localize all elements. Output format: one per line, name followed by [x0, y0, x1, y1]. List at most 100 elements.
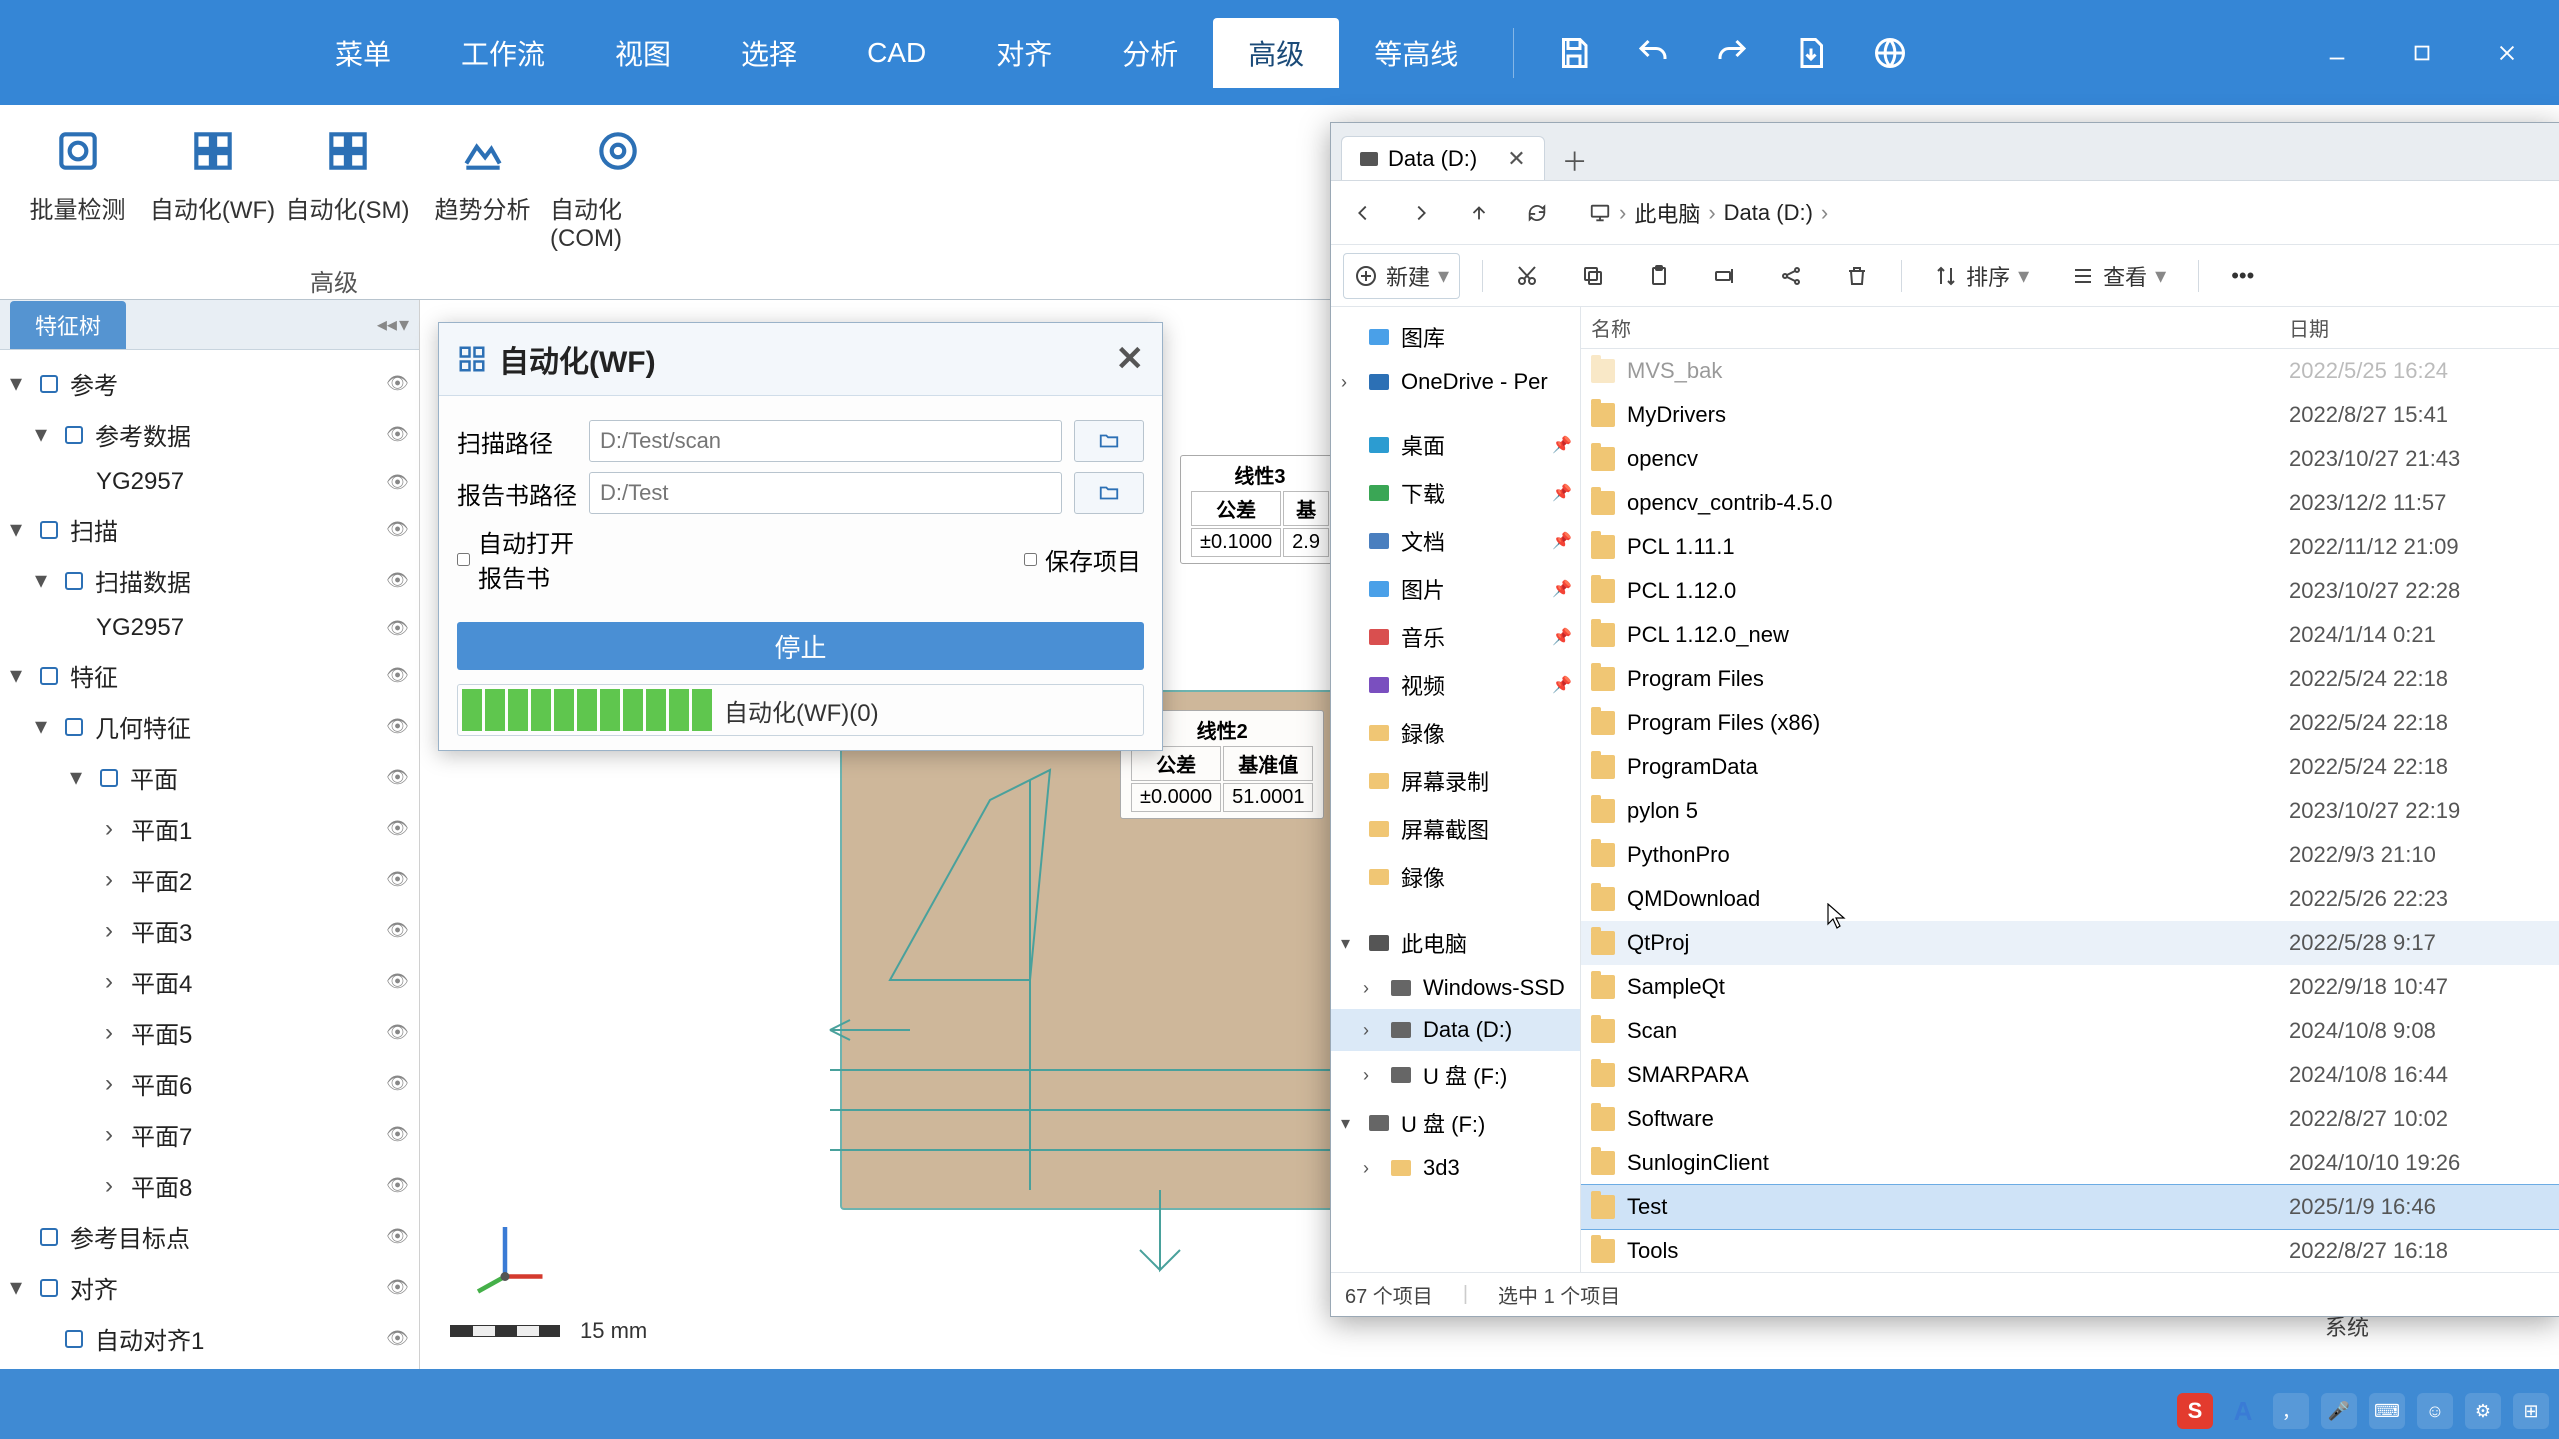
menu-item[interactable]: 等高线	[1339, 18, 1493, 88]
nav-item[interactable]: ›OneDrive - Per	[1331, 361, 1580, 403]
tree-node[interactable]: ▾扫描👁	[0, 504, 419, 555]
file-row[interactable]: PCL 1.12.02023/10/27 22:28	[1581, 569, 2559, 613]
visibility-toggle[interactable]: 👁	[386, 1328, 409, 1349]
report-path-browse-button[interactable]	[1074, 472, 1144, 514]
nav-item[interactable]: 图片📌	[1331, 565, 1580, 613]
chevron-icon[interactable]: ▾	[10, 1273, 28, 1302]
chevron-icon[interactable]: ›	[105, 866, 123, 894]
visibility-toggle[interactable]: 👁	[386, 1022, 409, 1043]
nav-item[interactable]: ›3d3	[1331, 1147, 1580, 1189]
breadcrumb[interactable]: › 此电脑›Data (D:)›	[1575, 197, 2547, 229]
file-row[interactable]: opencv_contrib-4.5.02023/12/2 11:57	[1581, 481, 2559, 525]
menu-item[interactable]: 高级	[1213, 18, 1339, 88]
maximize-button[interactable]	[2379, 23, 2464, 83]
tray-icon[interactable]: ，	[2273, 1393, 2309, 1429]
tree-node[interactable]: ▾特征👁	[0, 650, 419, 701]
nav-item[interactable]: 屏幕录制	[1331, 757, 1580, 805]
ribbon-item[interactable]: 自动化(COM)	[550, 115, 685, 261]
chevron-icon[interactable]: ▾	[70, 763, 88, 792]
explorer-tab[interactable]: Data (D:) ✕	[1341, 136, 1545, 180]
file-row[interactable]: Program Files (x86)2022/5/24 22:18	[1581, 701, 2559, 745]
nav-item[interactable]: ›Data (D:)	[1331, 1009, 1580, 1051]
nav-item[interactable]: 视频📌	[1331, 661, 1580, 709]
visibility-toggle[interactable]: 👁	[386, 665, 409, 686]
tree-node[interactable]: ▾参考数据👁	[0, 409, 419, 460]
visibility-toggle[interactable]: 👁	[386, 618, 409, 639]
nav-item[interactable]: ›U 盘 (F:)	[1331, 1051, 1580, 1099]
view-button[interactable]: 查看▾	[2061, 254, 2176, 298]
rename-button[interactable]	[1703, 258, 1747, 294]
tree-handles[interactable]: ◂◂▾	[377, 312, 409, 337]
ribbon-item[interactable]: 自动化(SM)	[280, 115, 415, 261]
visibility-toggle[interactable]: 👁	[386, 1073, 409, 1094]
chevron-icon[interactable]: ▾	[35, 420, 53, 449]
tray-sogou-icon[interactable]: S	[2177, 1393, 2213, 1429]
breadcrumb-item[interactable]: 此电脑	[1634, 197, 1700, 229]
visibility-toggle[interactable]: 👁	[386, 570, 409, 591]
tree-node[interactable]: ›平面1👁	[0, 803, 419, 854]
tree-node[interactable]: ▾对齐👁	[0, 1262, 419, 1313]
export-button[interactable]	[1783, 25, 1838, 80]
tab-close-button[interactable]: ✕	[1507, 146, 1525, 172]
file-row[interactable]: PCL 1.11.12022/11/12 21:09	[1581, 525, 2559, 569]
chevron-icon[interactable]: ›	[1363, 1158, 1379, 1179]
chevron-icon[interactable]: ▾	[35, 712, 53, 741]
nav-item[interactable]: 屏幕截图	[1331, 805, 1580, 853]
menu-item[interactable]: 分析	[1087, 18, 1213, 88]
file-row[interactable]: QtProj2022/5/28 9:17	[1581, 921, 2559, 965]
report-path-input[interactable]	[589, 472, 1062, 514]
tree-node[interactable]: ›平面2👁	[0, 854, 419, 905]
file-row[interactable]: ProgramData2022/5/24 22:18	[1581, 745, 2559, 789]
chevron-icon[interactable]: ›	[105, 1121, 123, 1149]
tray-kb-icon[interactable]: ⌨	[2369, 1393, 2405, 1429]
file-row[interactable]: SunloginClient2024/10/10 19:26	[1581, 1141, 2559, 1185]
new-tab-button[interactable]: ＋	[1555, 140, 1595, 180]
menu-item[interactable]: 视图	[580, 18, 706, 88]
header-date[interactable]: 日期	[2289, 313, 2549, 342]
scan-path-input[interactable]	[589, 420, 1062, 462]
chevron-icon[interactable]: ▾	[10, 369, 28, 398]
chevron-icon[interactable]: ▾	[35, 566, 53, 595]
file-row[interactable]: PCL 1.12.0_new2024/1/14 0:21	[1581, 613, 2559, 657]
visibility-toggle[interactable]: 👁	[386, 1277, 409, 1298]
file-row[interactable]: SampleQt2022/9/18 10:47	[1581, 965, 2559, 1009]
tree-node[interactable]: ▾参考👁	[0, 358, 419, 409]
tree-tab[interactable]: 特征树	[10, 301, 126, 349]
tray-ime-icon[interactable]: A	[2225, 1393, 2261, 1429]
visibility-toggle[interactable]: 👁	[386, 373, 409, 394]
file-row[interactable]: QMDownload2022/5/26 22:23	[1581, 877, 2559, 921]
share-button[interactable]	[1769, 258, 1813, 294]
file-row[interactable]: pylon 52023/10/27 22:19	[1581, 789, 2559, 833]
visibility-toggle[interactable]: 👁	[386, 472, 409, 493]
chevron-icon[interactable]: ›	[1341, 372, 1357, 393]
visibility-toggle[interactable]: 👁	[386, 519, 409, 540]
copy-button[interactable]	[1571, 258, 1615, 294]
visibility-toggle[interactable]: 👁	[386, 869, 409, 890]
forward-button[interactable]	[1401, 193, 1441, 233]
chevron-icon[interactable]: ›	[105, 1070, 123, 1098]
tree-node[interactable]: ›平面8👁	[0, 1160, 419, 1211]
dialog-close-button[interactable]: ✕	[1116, 339, 1145, 379]
visibility-toggle[interactable]: 👁	[386, 716, 409, 737]
visibility-toggle[interactable]: 👁	[386, 767, 409, 788]
file-row[interactable]: Test2025/1/9 16:46	[1581, 1185, 2559, 1229]
pin-icon[interactable]: 📌	[1552, 627, 1572, 647]
file-row[interactable]: MVS_bak2022/5/25 16:24	[1581, 349, 2559, 393]
chevron-icon[interactable]: ▾	[10, 661, 28, 690]
more-button[interactable]: •••	[2221, 257, 2264, 295]
ribbon-item[interactable]: 自动化(WF)	[145, 115, 280, 261]
tree-node[interactable]: ›平面4👁	[0, 956, 419, 1007]
globe-button[interactable]	[1862, 25, 1917, 80]
chevron-icon[interactable]: ›	[1363, 1020, 1379, 1041]
tree-node[interactable]: ▾几何特征👁	[0, 701, 419, 752]
visibility-toggle[interactable]: 👁	[386, 971, 409, 992]
nav-item[interactable]: ▾U 盘 (F:)	[1331, 1099, 1580, 1147]
tree-node[interactable]: ›平面3👁	[0, 905, 419, 956]
pin-icon[interactable]: 📌	[1552, 435, 1572, 455]
tray-icon[interactable]: ⊞	[2513, 1393, 2549, 1429]
file-row[interactable]: PythonPro2022/9/3 21:10	[1581, 833, 2559, 877]
file-row[interactable]: Software2022/8/27 10:02	[1581, 1097, 2559, 1141]
chevron-icon[interactable]: ▾	[10, 515, 28, 544]
scan-path-browse-button[interactable]	[1074, 420, 1144, 462]
file-row[interactable]: Tools2022/8/27 16:18	[1581, 1229, 2559, 1272]
